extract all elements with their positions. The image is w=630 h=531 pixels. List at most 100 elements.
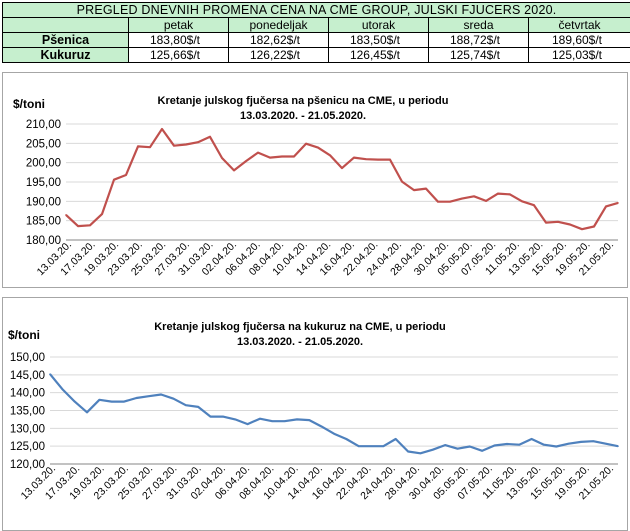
data-point xyxy=(377,158,379,161)
table-cell: 125,74$/t xyxy=(428,47,529,63)
data-point xyxy=(259,417,261,420)
data-point xyxy=(305,142,307,145)
data-point xyxy=(222,415,224,418)
data-point xyxy=(233,169,235,172)
data-point xyxy=(89,224,91,227)
data-point xyxy=(617,445,619,447)
chart-subtitle: 13.03.2020. - 21.05.2020. xyxy=(237,336,363,348)
data-point xyxy=(605,205,607,208)
data-point xyxy=(461,197,463,200)
data-point xyxy=(269,156,271,159)
data-point xyxy=(592,440,595,442)
chart-title: Kretanje julskog fjučersa na kukuruz na … xyxy=(154,321,446,333)
data-point xyxy=(308,419,311,421)
day-header-ponedeljak: ponedeljak xyxy=(228,17,329,33)
data-point xyxy=(389,158,391,161)
data-point xyxy=(149,146,151,148)
day-header-sreda: sreda xyxy=(428,17,529,33)
data-point xyxy=(604,442,607,445)
y-tick-label: 210,00 xyxy=(26,119,61,131)
data-point xyxy=(485,200,487,202)
data-point xyxy=(333,432,335,435)
table-cell: 183,80$/t xyxy=(128,32,229,48)
table-row-corn: Kukuruz 125,66$/t 126,22$/t 126,45$/t 12… xyxy=(2,47,630,63)
corn-chart-svg: 120,00 125,00 130,00 135,00 140,00 145,00 150,… xyxy=(8,321,619,502)
data-point xyxy=(518,443,521,446)
data-point xyxy=(345,438,348,440)
data-point xyxy=(320,425,323,428)
data-point xyxy=(271,420,274,422)
data-point xyxy=(555,445,558,448)
y-tick-label: 140,00 xyxy=(10,388,45,400)
y-tick-label: 195,00 xyxy=(26,177,61,189)
data-point xyxy=(581,228,583,230)
data-point xyxy=(185,404,187,406)
data-point xyxy=(160,393,162,396)
table-cell: 182,62$/t xyxy=(228,32,329,48)
wheat-chart: 180,00 185,00 190,00 195,00 200,00 205,00 210,… xyxy=(2,72,628,288)
data-point xyxy=(425,187,427,190)
data-point xyxy=(317,146,319,149)
data-point xyxy=(137,145,139,148)
data-point xyxy=(172,397,175,400)
data-point xyxy=(234,418,237,421)
data-point xyxy=(293,155,295,158)
y-tick-label: 185,00 xyxy=(26,216,61,228)
data-point xyxy=(593,225,595,228)
data-point xyxy=(413,189,415,191)
data-point xyxy=(530,438,533,440)
data-point xyxy=(580,441,582,443)
data-point xyxy=(419,452,422,455)
data-point xyxy=(382,445,385,447)
data-point xyxy=(481,450,483,452)
y-tick-label: 205,00 xyxy=(26,138,61,150)
data-point xyxy=(245,160,247,162)
data-point xyxy=(185,143,187,146)
row-label-wheat: Pšenica xyxy=(2,32,129,48)
y-axis-label: $/toni xyxy=(8,328,40,342)
data-point xyxy=(173,144,175,147)
data-point xyxy=(437,200,439,203)
data-point xyxy=(469,445,471,448)
table-cell: 183,50$/t xyxy=(328,32,429,48)
data-point xyxy=(125,174,127,176)
table-cell: 189,60$/t xyxy=(527,32,630,48)
data-point xyxy=(329,154,331,157)
data-point xyxy=(77,225,79,227)
data-point xyxy=(110,400,113,403)
data-point xyxy=(161,128,163,130)
day-header-cetvrtak: četvrtak xyxy=(527,17,630,33)
data-point xyxy=(365,158,367,160)
chart-subtitle: 13.03.2020. - 21.05.2020. xyxy=(240,110,366,122)
data-point xyxy=(61,388,64,390)
data-point xyxy=(101,213,103,215)
data-point xyxy=(209,135,211,138)
y-tick-label: 150,00 xyxy=(10,352,45,364)
y-tick-label: 125,00 xyxy=(10,441,45,453)
series-line xyxy=(65,127,619,231)
data-point xyxy=(73,400,76,403)
data-point xyxy=(473,195,475,198)
y-tick-label: 130,00 xyxy=(10,423,45,435)
data-point xyxy=(246,423,249,425)
data-point xyxy=(353,156,355,159)
data-point xyxy=(444,444,446,446)
data-point xyxy=(65,214,67,216)
table-title-row: PREGLED DNEVNIH PROMENA CENA NA CME GROU… xyxy=(1,2,630,18)
data-point xyxy=(401,180,403,183)
data-point xyxy=(86,411,88,414)
table-row-wheat: Pšenica 183,80$/t 182,62$/t 183,50$/t 18… xyxy=(2,32,630,48)
data-point xyxy=(617,202,619,204)
data-point xyxy=(533,204,535,206)
data-point xyxy=(506,443,508,445)
data-point xyxy=(221,157,223,159)
data-point xyxy=(557,221,559,223)
data-point xyxy=(449,200,451,203)
data-point xyxy=(394,438,397,440)
data-point xyxy=(407,450,409,453)
data-point xyxy=(341,167,343,169)
y-tick-label: 120,00 xyxy=(10,459,45,471)
table-header-row: petak ponedeljak utorak sreda četvrtak xyxy=(2,17,630,33)
data-point xyxy=(509,193,511,196)
data-point xyxy=(209,415,212,418)
